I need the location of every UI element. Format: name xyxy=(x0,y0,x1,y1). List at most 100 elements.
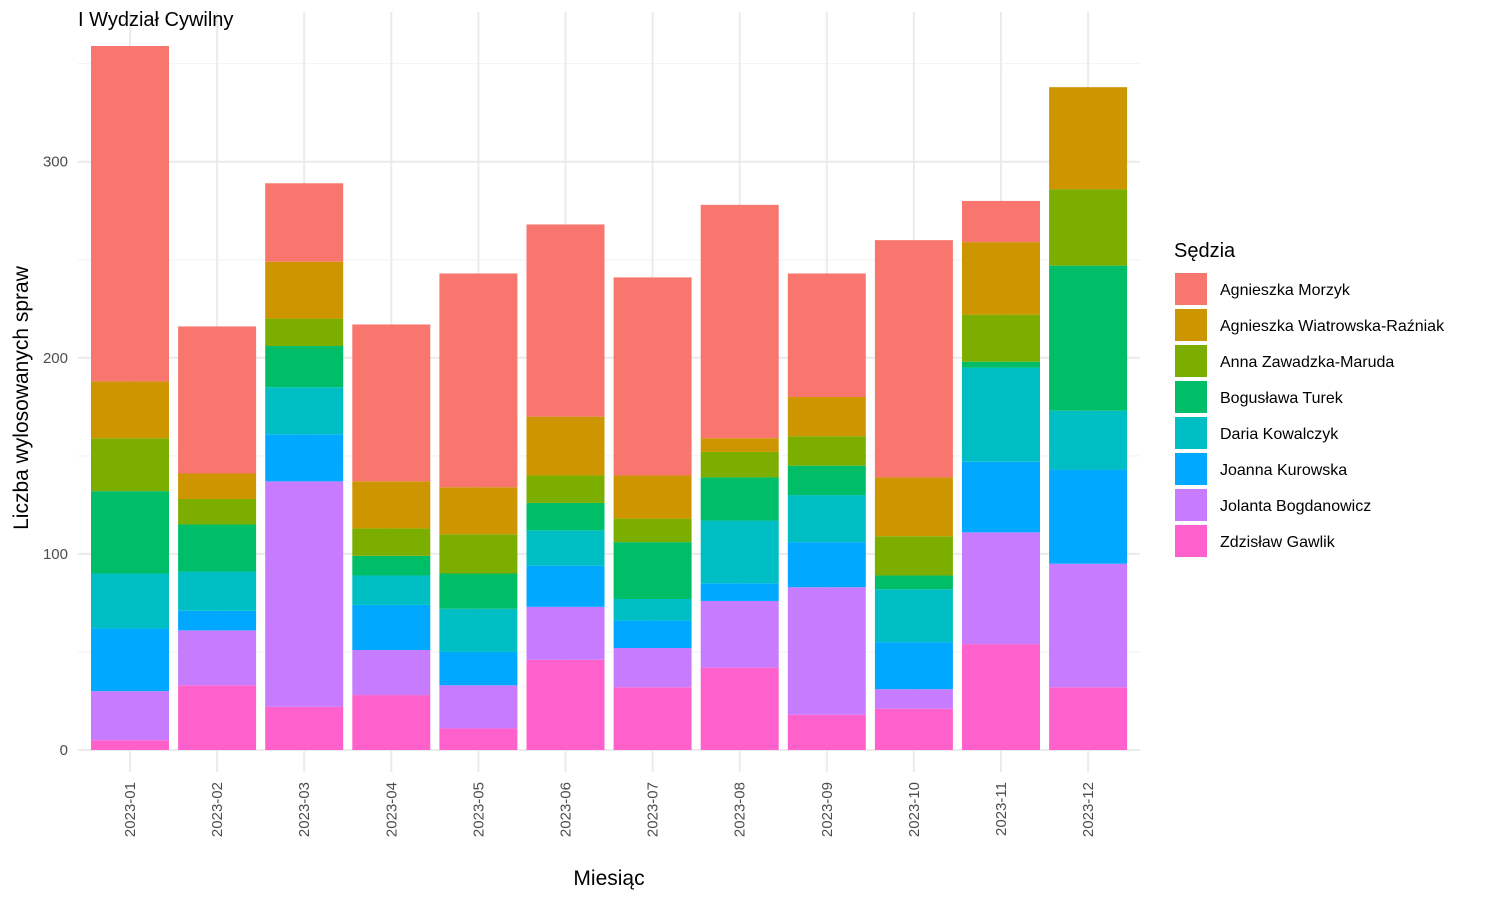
bar-segment xyxy=(787,273,866,398)
legend-label: Daria Kowalczyk xyxy=(1220,426,1339,443)
bar-segment xyxy=(91,491,169,574)
bar-segment xyxy=(178,630,257,686)
bar-segment xyxy=(439,685,518,729)
bar-segment xyxy=(874,589,953,643)
y-axis-title: Liczba wylosowanych spraw xyxy=(10,265,33,530)
legend-swatch xyxy=(1175,381,1207,413)
bar-segment xyxy=(178,326,257,474)
bar-segment xyxy=(613,620,692,649)
bar-segment xyxy=(439,651,518,686)
bar-segment xyxy=(700,520,779,584)
bar-segment xyxy=(1049,410,1128,470)
bar-segment xyxy=(526,565,605,607)
bar-segment xyxy=(1049,687,1128,750)
legend-label: Bogusława Turek xyxy=(1220,390,1344,407)
x-tick-label: 2023-01 xyxy=(122,782,139,837)
bar-segment xyxy=(178,571,257,611)
y-tick-label: 300 xyxy=(43,154,68,171)
bar-segment xyxy=(526,530,605,566)
bar-segment xyxy=(962,644,1040,750)
y-tick-label: 100 xyxy=(43,546,68,563)
bar-segment xyxy=(1049,469,1128,564)
bar-segment xyxy=(962,532,1040,645)
bar-segment xyxy=(613,599,692,621)
bar-segment xyxy=(91,381,169,439)
bar-segment xyxy=(613,687,692,750)
x-axis-title: Miesiąc xyxy=(573,867,644,890)
bar-segment xyxy=(526,224,605,417)
bar-segment xyxy=(962,200,1040,243)
bar-segment xyxy=(265,387,344,435)
x-tick-label: 2023-06 xyxy=(558,782,575,837)
bar-segment xyxy=(265,183,344,262)
bar-segment xyxy=(265,706,344,750)
bar-segment xyxy=(352,649,431,696)
bar-segment xyxy=(91,573,169,629)
x-tick-label: 2023-12 xyxy=(1080,782,1097,837)
x-tick-label: 2023-09 xyxy=(819,782,836,837)
bar-segment xyxy=(526,606,605,660)
bar-segment xyxy=(613,518,692,543)
y-tick-label: 0 xyxy=(60,742,68,759)
x-tick-label: 2023-11 xyxy=(993,782,1010,836)
bar-segment xyxy=(439,608,518,652)
bar-segment xyxy=(700,583,779,601)
bar-segment xyxy=(962,461,1040,533)
bar-segment xyxy=(265,434,344,482)
bar-segment xyxy=(352,528,431,556)
chart-title: I Wydział Cywilny xyxy=(78,9,233,31)
bar-segment xyxy=(787,436,866,466)
bar-segment xyxy=(787,714,866,750)
bar-segment xyxy=(439,573,518,609)
bar-segment xyxy=(439,534,518,574)
x-axis-ticks: 2023-01 2023-02 2023-03 2023-04 2023-05 2023-… xyxy=(122,782,1097,837)
bar-segment xyxy=(613,542,692,600)
bar-segment xyxy=(700,438,779,452)
bar-segment xyxy=(91,740,169,750)
bar-segment xyxy=(787,542,866,588)
bar-segment xyxy=(265,481,344,707)
x-tick-label: 2023-04 xyxy=(383,782,400,837)
bar-segment xyxy=(874,642,953,690)
bar-segment xyxy=(613,648,692,688)
bar-segment xyxy=(526,416,605,476)
bar-segment xyxy=(526,502,605,531)
bar-segment xyxy=(178,524,257,572)
bar-segment xyxy=(874,536,953,576)
bar-segment xyxy=(178,610,257,631)
legend-swatch xyxy=(1175,453,1207,485)
bar-segment xyxy=(874,240,953,478)
y-tick-label: 200 xyxy=(43,350,68,367)
bar-segment xyxy=(874,575,953,590)
bar-segment xyxy=(1049,87,1128,190)
legend-label: Jolanta Bogdanowicz xyxy=(1220,498,1371,515)
bar-segment xyxy=(178,685,257,750)
y-axis-ticks: 0 100 200 300 xyxy=(43,154,68,759)
bar-segment xyxy=(613,277,692,476)
bar-segment xyxy=(700,667,779,750)
bar-segment xyxy=(91,438,169,492)
legend-label: Joanna Kurowska xyxy=(1220,462,1347,479)
bar-segment xyxy=(874,708,953,750)
bar-segment xyxy=(613,475,692,519)
x-tick-label: 2023-10 xyxy=(906,782,923,837)
bar-segment xyxy=(962,242,1040,315)
bar-segment xyxy=(700,477,779,521)
legend-swatch xyxy=(1175,309,1207,341)
bar-segment xyxy=(352,324,431,482)
bar-segment xyxy=(352,575,431,605)
bar-segment xyxy=(352,695,431,750)
x-tick-label: 2023-02 xyxy=(209,782,226,837)
bar-segment xyxy=(178,473,257,499)
x-tick-label: 2023-07 xyxy=(645,782,662,837)
bar-segment xyxy=(526,659,605,750)
legend-label: Agnieszka Wiatrowska-Raźniak xyxy=(1220,318,1445,335)
legend-swatch xyxy=(1175,489,1207,521)
x-tick-label: 2023-05 xyxy=(470,782,487,837)
bar-segment xyxy=(787,587,866,715)
bar-segment xyxy=(700,204,779,439)
bar-segment xyxy=(265,261,344,319)
legend-title: Sędzia xyxy=(1174,240,1236,262)
bar-segment xyxy=(178,498,257,525)
